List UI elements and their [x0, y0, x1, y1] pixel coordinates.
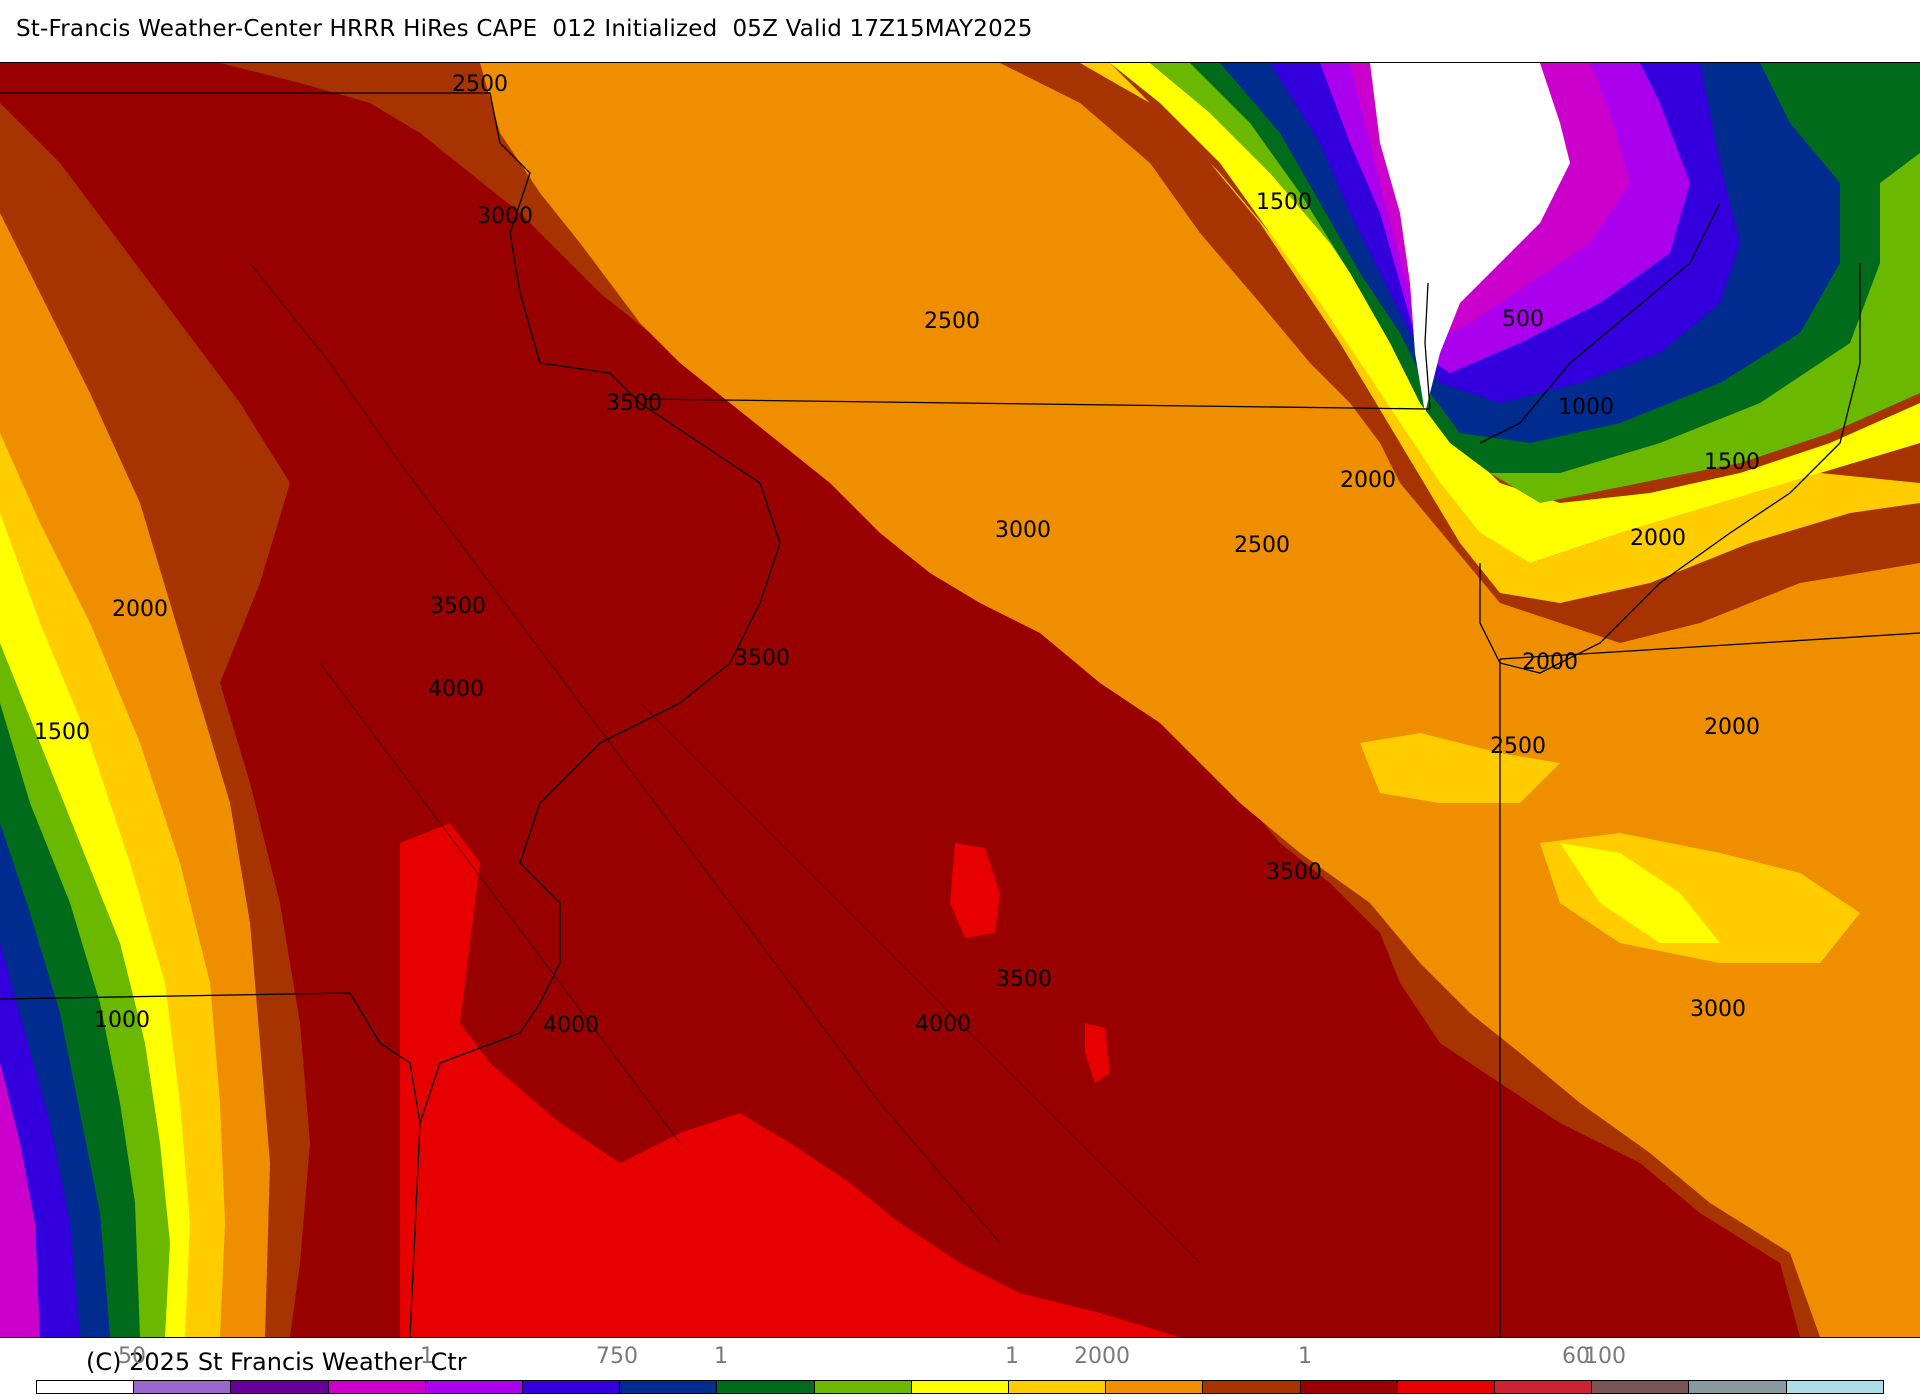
contour-label: 3500	[1266, 860, 1322, 885]
contour-label: 1000	[1558, 395, 1614, 420]
contour-label: 1000	[94, 1008, 150, 1033]
cape-band-1000-1500	[1110, 63, 1920, 563]
contour-label: 4000	[543, 1013, 599, 1038]
copyright-text: (C) 2025 St Francis Weather Ctr	[86, 1348, 467, 1376]
colorbar-label: 1	[1005, 1344, 1019, 1369]
contour-label: 3500	[734, 646, 790, 671]
cape-band-2000-2500	[480, 63, 1920, 1337]
contour-label: 1500	[1256, 190, 1312, 215]
contour-label: 2000	[1522, 650, 1578, 675]
contour-label: 2000	[1630, 526, 1686, 551]
colorbar-swatch	[1300, 1381, 1398, 1393]
colorbar-swatch	[620, 1381, 718, 1393]
colorbar-swatch	[1495, 1381, 1593, 1393]
contour-label: 3000	[1690, 997, 1746, 1022]
contour-label: 2500	[452, 72, 508, 97]
colorbar-label: 1	[1298, 1344, 1312, 1369]
colorbar-swatch	[1106, 1381, 1204, 1393]
colorbar-label: 1	[714, 1344, 728, 1369]
colorbar-swatch	[1592, 1381, 1690, 1393]
contour-label: 3500	[996, 967, 1052, 992]
colorbar-label: 750	[596, 1344, 638, 1369]
colorbar-label: 1	[420, 1344, 434, 1369]
cape-band-4000-plus	[400, 823, 1180, 1337]
colorbar-swatch	[37, 1381, 135, 1393]
colorbar-swatch	[425, 1381, 524, 1393]
state-boundaries	[0, 92, 1920, 1337]
contour-label: 2500	[1490, 734, 1546, 759]
contour-label: 500	[1502, 307, 1544, 332]
colorbar-swatch	[1397, 1381, 1496, 1393]
cape-band-zero	[1370, 63, 1570, 413]
cape-contours	[249, 262, 1201, 1264]
colorbar-swatch	[523, 1381, 621, 1393]
colorbar-swatch	[231, 1381, 329, 1393]
contour-label: 2500	[1234, 533, 1290, 558]
contour-label: 3000	[477, 204, 533, 229]
map-title: St-Francis Weather-Center HRRR HiRes CAP…	[16, 16, 1033, 42]
colorbar-swatch	[1009, 1381, 1107, 1393]
contour-labels: 2500 3000 1500 2500 500 3500 1000 2000 1…	[34, 72, 1760, 1038]
cape-patch-red-east	[1085, 1023, 1110, 1083]
colorbar-swatch	[134, 1381, 232, 1393]
cape-patch-gold-east	[1360, 733, 1560, 803]
contour-label: 1500	[34, 720, 90, 745]
contour-label: 4000	[915, 1012, 971, 1037]
contour-label: 3500	[430, 594, 486, 619]
colorbar-label: 100	[1584, 1344, 1626, 1369]
cape-patch-yellow-se	[1560, 843, 1720, 943]
colorbar-swatch	[911, 1381, 1010, 1393]
contour-label: 1500	[1704, 450, 1760, 475]
cape-band-left-magenta	[0, 1063, 40, 1337]
contour-label: 3500	[606, 391, 662, 416]
contour-label: 2000	[112, 597, 168, 622]
cape-map: 2500 3000 1500 2500 500 3500 1000 2000 1…	[0, 62, 1920, 1338]
cape-patch-red-center	[950, 843, 1000, 938]
colorbar-swatch	[328, 1381, 426, 1393]
contour-label: 3000	[995, 518, 1051, 543]
colorbar-label: 60	[1562, 1344, 1590, 1369]
colorbar-swatch	[814, 1381, 912, 1393]
colorbar	[36, 1380, 1884, 1394]
contour-label: 4000	[428, 677, 484, 702]
contour-label: 2000	[1704, 715, 1760, 740]
colorbar-swatch	[1786, 1381, 1883, 1393]
contour-label: 2000	[1340, 468, 1396, 493]
contour-label: 2500	[924, 309, 980, 334]
colorbar-label: 2000	[1074, 1344, 1130, 1369]
colorbar-label: 50	[118, 1344, 146, 1369]
colorbar-swatch	[1689, 1381, 1787, 1393]
colorbar-swatch	[717, 1381, 815, 1393]
colorbar-swatch	[1203, 1381, 1301, 1393]
